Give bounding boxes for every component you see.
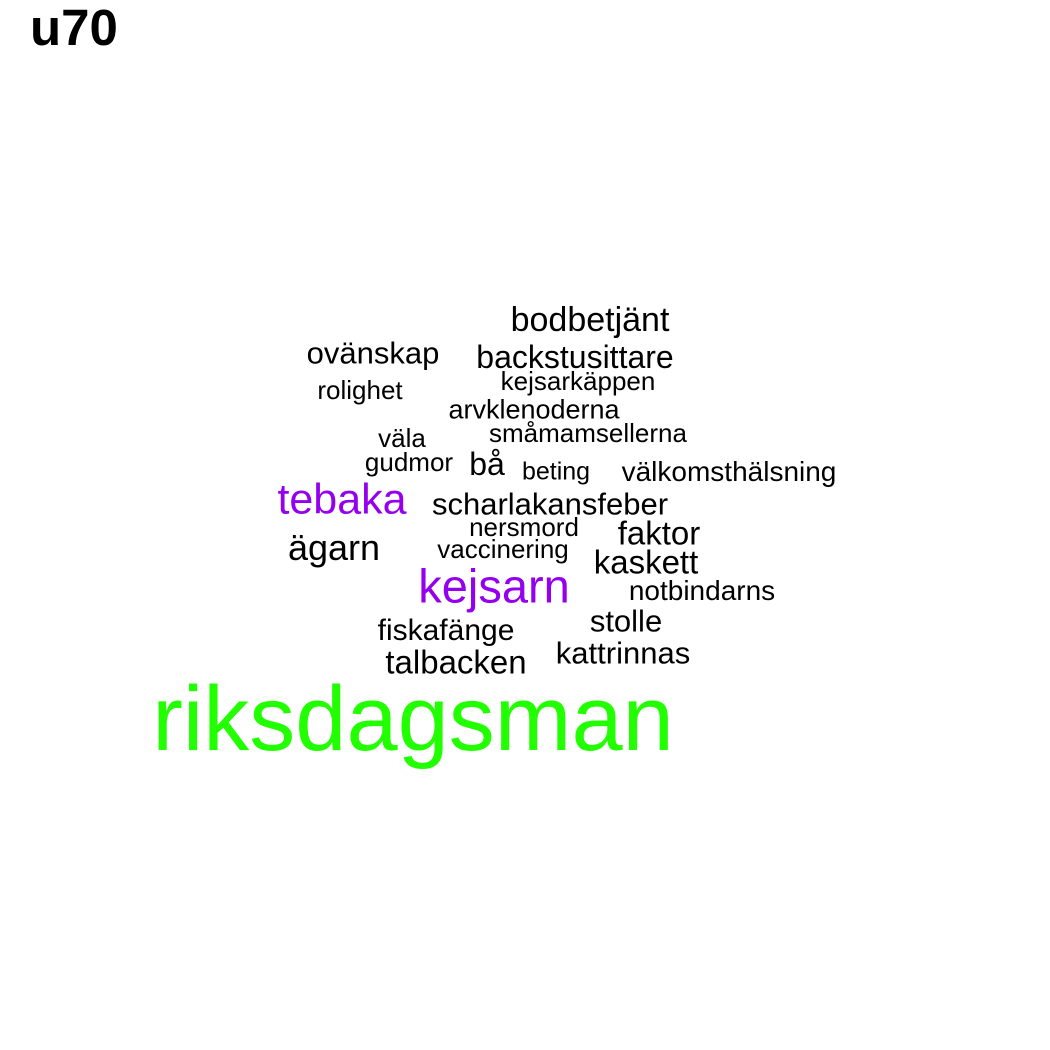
cloud-word: riksdagsman <box>152 668 674 770</box>
cloud-word: rolighet <box>317 375 403 405</box>
cloud-word: backstusittare <box>476 339 674 375</box>
cloud-word: arvklenoderna <box>448 394 620 425</box>
cloud-word: bodbetjänt <box>510 301 670 339</box>
cloud-word: fiskafänge <box>377 614 515 647</box>
cloud-word: tebaka <box>277 475 407 524</box>
cloud-word: nersmord <box>469 512 579 542</box>
cloud-word: ägarn <box>287 527 381 568</box>
cloud-word: bå <box>469 446 505 482</box>
cloud-word: kaskett <box>593 543 699 581</box>
cloud-word: kejsarkäppen <box>500 366 656 396</box>
cloud-word: scharlakansfeber <box>431 486 669 522</box>
cloud-word: gudmor <box>364 447 454 477</box>
cloud-word: vaccinering <box>437 534 569 564</box>
cloud-word: ovänskap <box>306 335 440 371</box>
cloud-word: kejsarn <box>418 559 570 613</box>
cloud-word: faktor <box>617 514 701 552</box>
cloud-word: notbindarns <box>628 575 776 606</box>
cloud-word: beting <box>521 457 591 486</box>
cloud-word: stolle <box>589 603 663 639</box>
cloud-word: kattrinnas <box>555 635 691 671</box>
cloud-word: småmamsellerna <box>489 418 687 448</box>
cloud-word: välkomsthälsning <box>621 456 837 487</box>
page-title: u70 <box>30 0 118 56</box>
cloud-word: väla <box>378 423 426 453</box>
cloud-word: talbacken <box>385 643 527 681</box>
